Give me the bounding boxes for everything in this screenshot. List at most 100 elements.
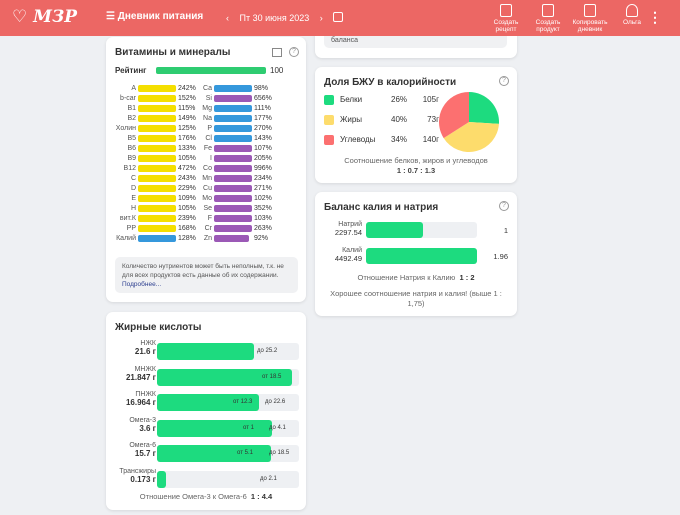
na-k-ratio: Отношение Натрия к Калию 1 : 2 — [315, 273, 517, 282]
nutrient-name: Na — [203, 115, 212, 122]
nutrient-value: 176% — [178, 135, 196, 142]
nutrient-name: Fe — [203, 145, 212, 152]
balance-row: Натрий 2297.54 1 — [315, 221, 517, 241]
vitamin-row: P 270% — [182, 124, 272, 133]
nutrient-bar — [214, 105, 252, 112]
fatty-acid-track: до 25.2 — [157, 343, 299, 360]
name: Омега-3 — [129, 416, 156, 424]
calendar-icon[interactable] — [333, 12, 344, 22]
nutrient-value: 125% — [178, 125, 196, 132]
fatty-acid-row: НЖК 21.6 г до 25.2 — [106, 340, 306, 364]
nutrient-bar — [214, 225, 252, 232]
next-day-button[interactable]: › — [319, 13, 323, 23]
nutrient-bar — [214, 145, 252, 152]
prev-day-button[interactable]: ‹ — [226, 13, 229, 23]
nutrient-bar — [214, 205, 252, 212]
nutrient-value: 149% — [178, 115, 196, 122]
nutrient-name: B6 — [127, 145, 136, 152]
nutrient-value: 996% — [254, 165, 272, 172]
ratio-label: Отношение Омега-3 к Омега-6 — [139, 492, 247, 501]
nutrient-bar — [138, 85, 176, 92]
value: 4492.49 — [334, 254, 362, 263]
copy-icon — [584, 4, 596, 17]
nutrient-bar — [138, 155, 176, 162]
menu-button[interactable]: ☰ Дневник питания — [106, 11, 203, 22]
rating-bar — [156, 67, 266, 74]
nutrient-name: B2 — [127, 115, 136, 122]
nutrient-name: H — [130, 205, 136, 212]
ratio-value: 1 : 2 — [459, 273, 475, 282]
vitamin-row: Cl 143% — [182, 134, 272, 143]
nutrient-bar — [138, 175, 176, 182]
nutrient-bar — [138, 125, 176, 132]
value: 16.964 г — [125, 398, 156, 407]
nutrient-bar — [214, 115, 252, 122]
hamburger-icon: ☰ — [106, 11, 115, 22]
nutrient-value: 103% — [254, 215, 272, 222]
vitamin-row: Na 177% — [182, 114, 272, 123]
note-box: Количество нутриентов может быть неполны… — [115, 257, 298, 293]
more-link[interactable]: Подробнее... — [122, 281, 162, 288]
balance-row: Калий 4492.49 1.96 — [315, 247, 517, 267]
balance-ratio: 1 — [503, 226, 508, 235]
nutrient-bar — [214, 85, 252, 92]
fatty-acid-fill — [157, 343, 254, 360]
fatty-acid-track: от 18.5 — [157, 368, 299, 386]
vitamin-row: A 242% — [106, 84, 196, 93]
name: Натрий — [338, 221, 362, 228]
bju-card: Доля БЖУ в калорийности ? Белки 26% 105г Жи… — [315, 67, 517, 183]
create-product-button[interactable]: Создать продукт — [528, 4, 568, 33]
nutrient-value: 239% — [178, 215, 196, 222]
norm-marker: до 25.2 — [257, 348, 278, 354]
nutrient-bar — [138, 105, 176, 112]
vitamin-row: PP 168% — [106, 224, 196, 233]
fatty-acid-row: ПНЖК 16.964 г от 12.3 до 22.6 — [106, 391, 306, 415]
nutrient-name: Si — [205, 95, 212, 102]
help-icon[interactable]: ? — [499, 201, 509, 211]
ratio-value: 1 : 4.4 — [250, 492, 273, 501]
balance-track — [366, 222, 477, 238]
nutrient-name: B9 — [127, 155, 136, 162]
vitamin-row: вит.К 239% — [106, 214, 196, 223]
nutrient-name: B1 — [127, 105, 136, 112]
fatty-acid-label: ПНЖК 16.964 г — [126, 391, 156, 407]
fatty-acid-fill — [157, 368, 292, 386]
nutrient-bar — [138, 95, 176, 102]
fatty-acid-row: Трансжиры 0.173 г до 2.1 — [106, 468, 306, 492]
top-bar: ♡ МЗР ☰ Дневник питания ‹ Пт 30 июня 202… — [0, 0, 680, 36]
label: Копировать дневник — [572, 19, 608, 33]
table-view-icon[interactable] — [272, 48, 282, 57]
bju-legend-row: Белки 26% 105г — [324, 95, 439, 105]
name: Белки — [340, 95, 363, 104]
help-icon[interactable]: ? — [499, 76, 509, 86]
more-menu-button[interactable]: ⋮ — [648, 9, 662, 25]
rating-label: Рейтинг — [115, 66, 147, 75]
name: Трансжиры — [119, 467, 156, 475]
current-date[interactable]: Пт 30 июня 2023 — [239, 13, 310, 23]
nutrient-name: F — [207, 215, 212, 222]
nutrient-name: Co — [203, 165, 212, 172]
copy-diary-button[interactable]: Копировать дневник — [570, 4, 610, 33]
nutrient-name: Cl — [205, 135, 212, 142]
grams: 105г — [422, 95, 439, 104]
card-title: Баланс калия и натрия — [324, 202, 439, 213]
logo-text: МЗР — [33, 7, 78, 27]
vitamin-row: Холин 125% — [106, 124, 196, 133]
nutrient-value: 115% — [178, 105, 196, 112]
create-recipe-button[interactable]: Создать рецепт — [486, 4, 526, 33]
nutrient-value: 242% — [178, 85, 196, 92]
nutrient-bar — [214, 175, 252, 182]
bju-legend-row: Жиры 40% 73г — [324, 115, 439, 125]
logo[interactable]: ♡ МЗР — [12, 7, 77, 27]
nutrient-bar — [138, 135, 176, 142]
help-icon[interactable]: ? — [289, 47, 299, 57]
user-button[interactable]: Ольга — [612, 4, 652, 33]
note-text: Количество нутриентов может быть неполны… — [122, 263, 284, 279]
vitamin-row: C 243% — [106, 174, 196, 183]
legend-swatch — [324, 95, 334, 105]
label: Ольга — [622, 19, 641, 26]
norm-marker: от 1 — [243, 424, 254, 431]
fatty-acid-label: Омега-3 3.6 г — [129, 417, 156, 433]
nutrient-bar — [214, 135, 252, 142]
label: Создать продукт — [535, 19, 561, 33]
